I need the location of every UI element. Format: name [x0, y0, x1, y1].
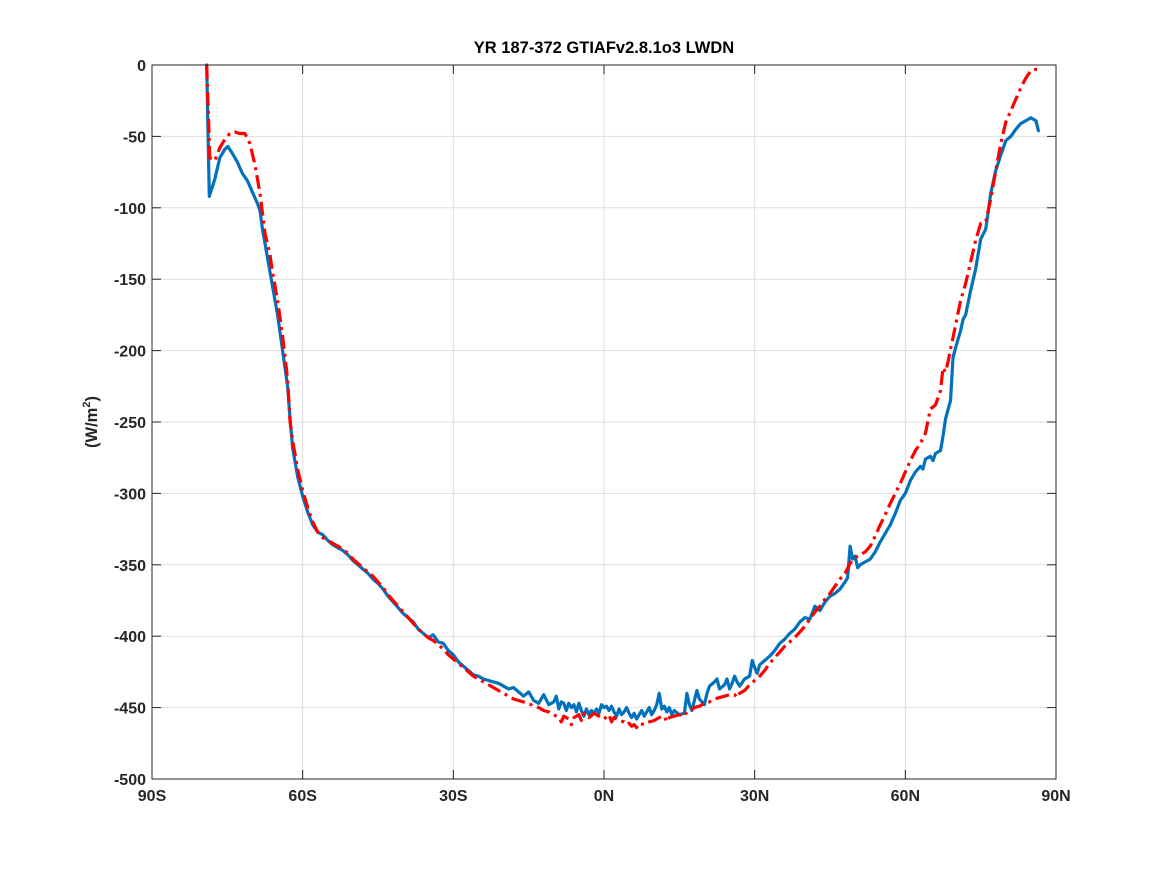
series-line-blue-solid	[205, 63, 1040, 721]
y-tick-label: -200	[114, 344, 146, 361]
x-tick-label: 30S	[439, 788, 468, 805]
y-tick-label: -100	[114, 201, 146, 218]
chart-title: YR 187-372 GTIAFv2.8.1o3 LWDN	[474, 39, 734, 57]
y-tick-label: 0	[137, 58, 146, 75]
y-tick-label: -250	[114, 415, 146, 432]
tick-marks	[151, 64, 1057, 780]
x-tick-label: 90N	[1041, 788, 1070, 805]
x-tick-label: 30N	[740, 788, 769, 805]
y-axis-label-superscript: 2	[81, 402, 93, 408]
x-tick-label: 60N	[891, 788, 920, 805]
y-tick-label: -300	[114, 486, 146, 503]
x-tick-label: 0N	[594, 788, 614, 805]
y-tick-label: -500	[114, 772, 146, 789]
y-axis-label: (W/m2)	[81, 396, 101, 448]
y-tick-label: -450	[114, 701, 146, 718]
y-tick-label: -150	[114, 272, 146, 289]
y-axis-label-suffix: )	[83, 396, 101, 402]
y-tick-label: -50	[123, 129, 146, 146]
y-tick-label: -350	[114, 558, 146, 575]
y-tick-labels: 0 -50 -100 -150 -200 -250 -300 -350 -400 -450 -500	[114, 58, 146, 789]
y-axis-label-prefix: (W/m	[83, 408, 101, 448]
x-tick-label: 90S	[138, 788, 167, 805]
x-tick-labels: 90S 60S 30S 0N 30N 60N 90N	[138, 788, 1071, 805]
y-tick-label: -400	[114, 629, 146, 646]
series-line-red-dashdot	[205, 64, 1038, 730]
x-tick-label: 60S	[288, 788, 317, 805]
series-layer	[205, 63, 1040, 730]
